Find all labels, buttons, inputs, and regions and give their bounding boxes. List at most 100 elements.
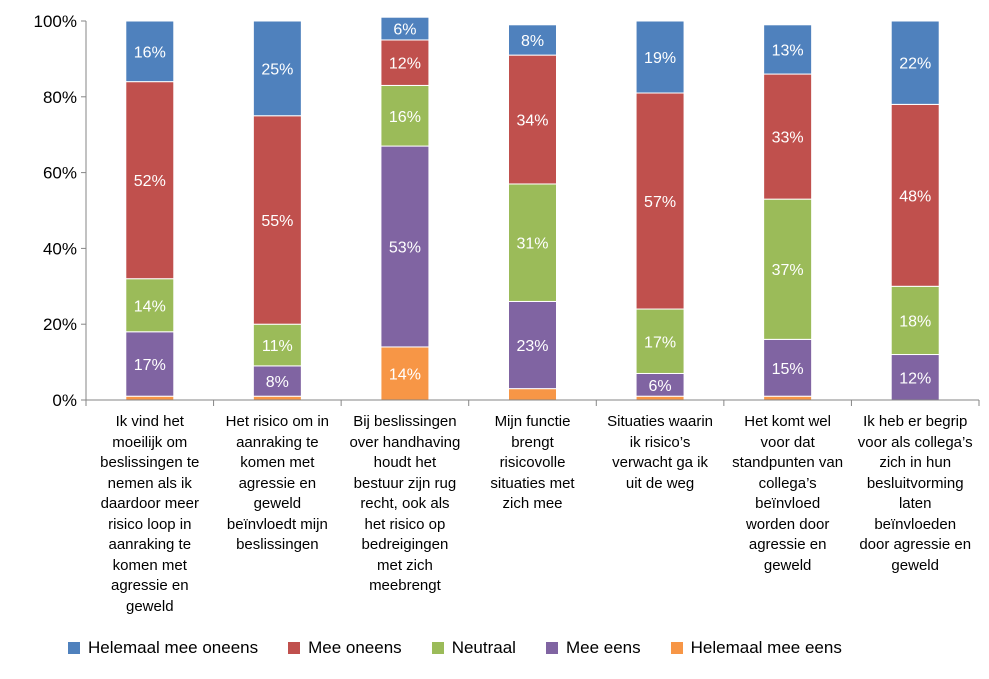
data-label: 12% bbox=[389, 56, 421, 73]
data-label: 37% bbox=[772, 262, 804, 279]
category-label: Ik vind het moeilijk om beslissingen te nem… bbox=[88, 412, 212, 617]
category-label-line: beslissingen bbox=[236, 536, 319, 553]
category-label-line: uit de weg bbox=[625, 474, 695, 492]
category-label-line: houdt het bbox=[373, 454, 437, 471]
data-label: 8% bbox=[521, 33, 544, 50]
x-axis bbox=[85, 399, 980, 406]
legend-label: Helemaal mee oneens bbox=[88, 638, 259, 657]
bar-segment bbox=[252, 365, 302, 397]
data-label: 23% bbox=[516, 338, 548, 355]
bar-segment bbox=[508, 388, 557, 401]
legend-swatch bbox=[288, 642, 301, 654]
legend-swatch bbox=[68, 642, 80, 654]
data-label: 14% bbox=[134, 298, 166, 315]
category-label-line: moeilijk om bbox=[112, 433, 188, 451]
category-label-line: geweld bbox=[891, 556, 939, 574]
legend-swatch bbox=[545, 642, 558, 654]
y-tick-label: 40% bbox=[43, 239, 77, 258]
y-tick-label: 60% bbox=[43, 164, 77, 183]
bar-stack: 14% 53% 16% 12% 6% bbox=[380, 16, 430, 401]
bar-segment bbox=[252, 20, 302, 117]
bar-segment bbox=[508, 24, 557, 56]
y-tick-label: 80% bbox=[43, 88, 77, 107]
category-label-line: daardoor meer bbox=[100, 495, 199, 512]
data-label: 14% bbox=[389, 366, 421, 383]
bar-segment bbox=[890, 285, 940, 356]
bar-stack: 8% 11% 55% 25% bbox=[252, 20, 302, 401]
legend-item: Helemaal mee eens bbox=[670, 638, 842, 658]
category-label-line: komen met bbox=[112, 556, 187, 574]
bar-segment bbox=[635, 92, 685, 310]
category-label-line: ik risico’s bbox=[629, 433, 691, 451]
bar-segment bbox=[125, 278, 175, 333]
bar-segment bbox=[252, 395, 302, 401]
category-label: Het risico om in aanraking te komen met agr… bbox=[215, 412, 339, 556]
category-label-line: situaties met bbox=[490, 474, 575, 492]
bar-segment bbox=[252, 323, 302, 367]
category-label-line: beïnvloed bbox=[755, 495, 821, 512]
legend-swatch bbox=[670, 642, 683, 654]
bar-stack: 23% 31% 34% 8% bbox=[508, 24, 557, 401]
legend-item: Helemaal mee oneens bbox=[68, 638, 258, 658]
category-label: Situaties waarin ik risico’s verwacht ga i… bbox=[598, 412, 722, 494]
y-axis: 0% 20% 40% 60% 80% 100% bbox=[34, 12, 87, 410]
bar-segment bbox=[635, 308, 685, 374]
category-label: Bij beslissingen over handhaving houdt het… bbox=[343, 412, 467, 597]
data-label: 34% bbox=[516, 113, 548, 130]
bar-stack: 6% 17% 57% 19% bbox=[635, 20, 685, 401]
category-label-line: het risico op bbox=[364, 515, 446, 533]
bar-segment bbox=[380, 39, 430, 86]
legend-item: Mee eens bbox=[545, 638, 641, 658]
category-label-line: risicovolle bbox=[499, 454, 566, 471]
bar-segment bbox=[125, 81, 175, 280]
category-label-line: Ik heb er begrip bbox=[863, 413, 968, 430]
data-label: 53% bbox=[389, 240, 421, 257]
category-label-line: voor dat bbox=[760, 433, 815, 451]
bar-segment bbox=[890, 103, 940, 287]
category-label-line: met zich bbox=[376, 556, 433, 574]
data-label: 12% bbox=[899, 370, 931, 387]
category-label-line: geweld bbox=[763, 556, 812, 574]
category-label-line: brengt bbox=[511, 433, 554, 451]
legend-label: Neutraal bbox=[451, 638, 516, 657]
bar-segment bbox=[380, 16, 430, 41]
category-label-line: bedreigingen bbox=[361, 536, 449, 553]
data-label: 11% bbox=[262, 338, 293, 355]
category-label-line: nemen als ik bbox=[107, 474, 192, 492]
category-label: Ik heb er begrip voor als collega’s zich i… bbox=[853, 412, 977, 576]
bar-segment bbox=[125, 331, 175, 397]
bar-stack: 17% 14% 52% 16% bbox=[125, 20, 175, 401]
category-label-line: over handhaving bbox=[349, 433, 461, 451]
bar-segment bbox=[125, 20, 175, 83]
category-label-line: komen met bbox=[240, 454, 315, 471]
legend-label: Mee oneens bbox=[308, 638, 402, 657]
bar-segment bbox=[125, 395, 175, 401]
category-label-line: voor als collega’s bbox=[857, 433, 973, 451]
data-label: 19% bbox=[644, 50, 676, 67]
bar-segment bbox=[890, 354, 940, 401]
data-label: 18% bbox=[899, 313, 931, 330]
category-label-line: bestuur zijn rug bbox=[353, 474, 457, 492]
legend: Helemaal mee oneens Mee oneens Neutraal Mee… bbox=[68, 636, 872, 660]
category-label-line: aanraking te bbox=[236, 433, 319, 451]
data-label: 57% bbox=[644, 194, 676, 211]
category-label: Het komt wel voor dat standpunten van colle… bbox=[726, 412, 850, 576]
y-tick-label: 20% bbox=[43, 315, 77, 334]
category-label-line: Bij beslissingen bbox=[353, 413, 457, 430]
category-label-line: verwacht ga ik bbox=[612, 454, 708, 471]
data-label: 48% bbox=[899, 188, 931, 205]
bar-stack: 12% 18% 48% 22% bbox=[890, 20, 940, 401]
data-label: 22% bbox=[899, 56, 931, 73]
data-label: 25% bbox=[261, 61, 293, 78]
data-label: 52% bbox=[134, 173, 166, 190]
bar-segment bbox=[890, 20, 940, 105]
category-label: Mijn functie brengt risicovolle situaties m… bbox=[471, 412, 595, 515]
category-label-line: beslissingen te bbox=[100, 454, 200, 471]
bar-segment bbox=[763, 24, 813, 75]
category-label-line: collega’s bbox=[758, 474, 817, 492]
category-label-line: geweld bbox=[126, 597, 174, 615]
category-label-line: geweld bbox=[253, 495, 302, 512]
category-label-line: recht, ook als bbox=[360, 495, 450, 512]
bar-stack: 15% 37% 33% 13% bbox=[763, 24, 813, 401]
